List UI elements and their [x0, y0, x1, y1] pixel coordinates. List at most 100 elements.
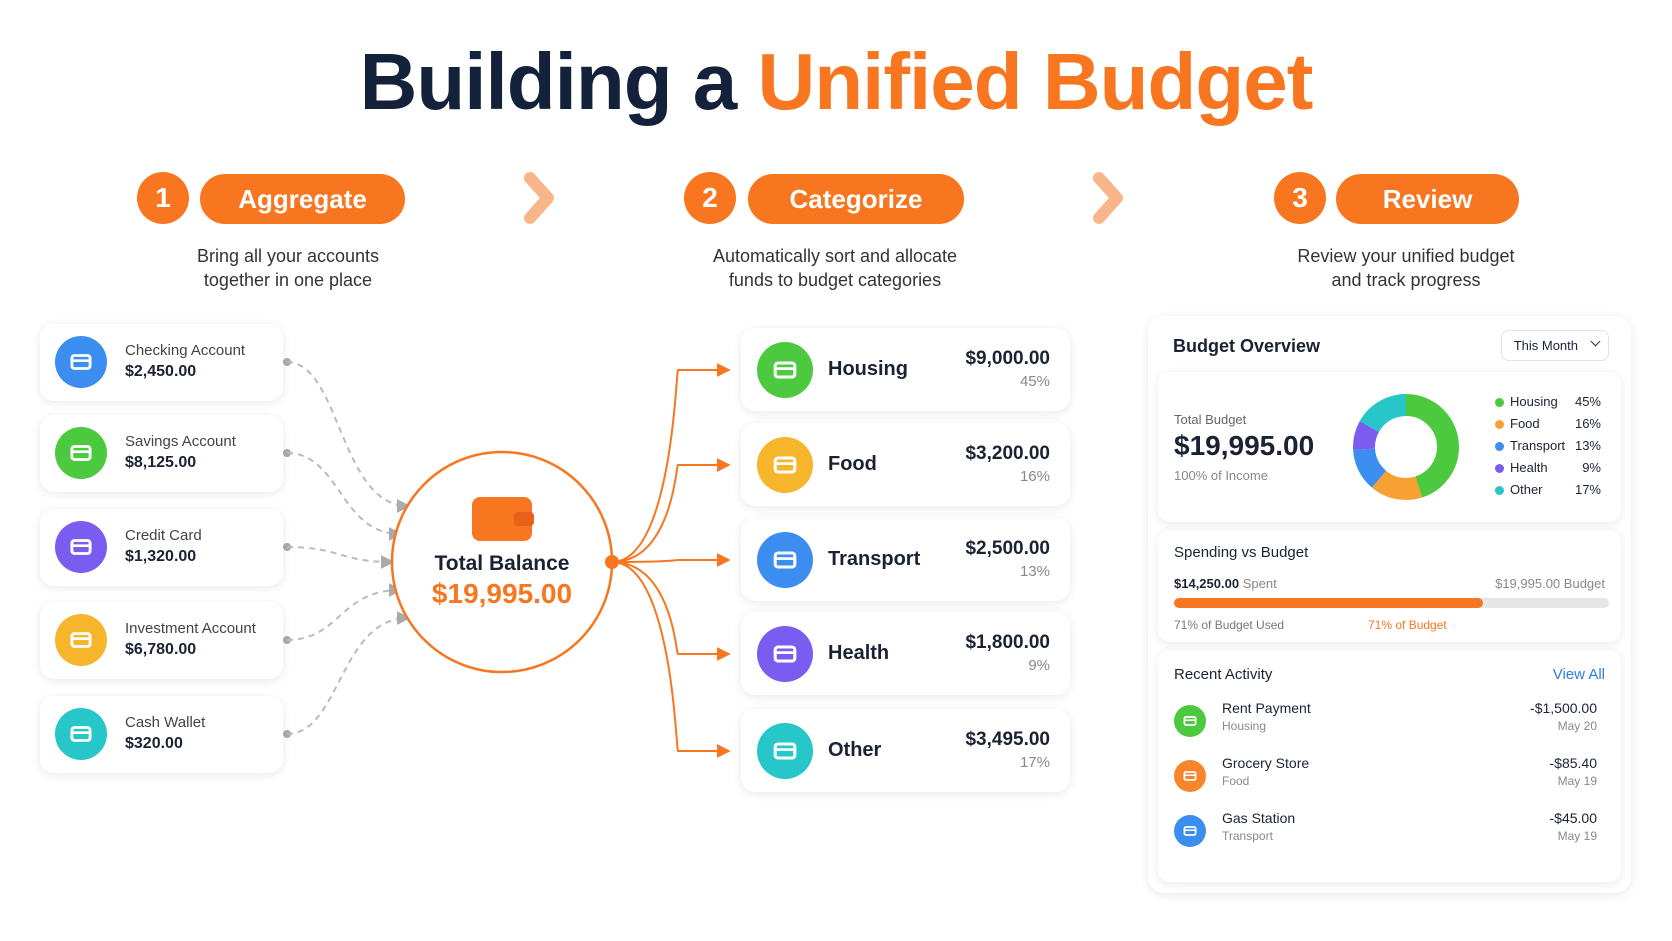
step-number: 2 — [684, 172, 736, 224]
account-name: Checking Account — [125, 342, 246, 359]
activity-icon — [1174, 815, 1206, 847]
progress-track — [1174, 598, 1609, 608]
step-description: Review your unified budget and track pro… — [1297, 246, 1515, 290]
panel-title: Budget Overview — [1173, 336, 1321, 356]
step-number: 1 — [137, 172, 189, 224]
category-amount: $3,200.00 — [965, 443, 1050, 464]
step-description: Bring all your accounts together in one … — [196, 246, 380, 290]
legend-dot — [1495, 420, 1504, 429]
category-name: Transport — [828, 548, 921, 570]
icon-glyph — [70, 726, 92, 742]
activity-card: Recent Activity View All Rent Payment Housi… — [1158, 650, 1621, 882]
category-icon — [757, 342, 813, 398]
summary-card: Total Budget $19,995.00 100% of Income Hous… — [1158, 372, 1621, 522]
connector — [611, 561, 731, 661]
budget-amount: $19,995.00 — [1495, 576, 1561, 591]
category-icon — [757, 437, 813, 493]
account-card: Investment Account $6,780.00 — [40, 602, 283, 679]
legend-percent: 17% — [1574, 482, 1601, 497]
donut — [1353, 394, 1459, 500]
activity-name: Rent Payment — [1222, 700, 1311, 716]
legend-percent: 9% — [1582, 460, 1601, 475]
total-label: Total Balance — [434, 552, 570, 575]
activity-icon — [1174, 760, 1206, 792]
account-card: Savings Account $8,125.00 — [40, 415, 283, 492]
activity-amount: -$45.00 — [1549, 810, 1597, 826]
activity-icon — [1174, 705, 1206, 737]
legend-dot — [1495, 442, 1504, 451]
activity-category: Transport — [1222, 829, 1273, 843]
icon-glyph — [1183, 716, 1197, 726]
icon-glyph — [70, 632, 92, 648]
spent-label: Spent — [1242, 576, 1277, 591]
category-percent: 17% — [1019, 754, 1050, 771]
category-percent: 13% — [1019, 563, 1050, 580]
activity-amount: -$85.40 — [1549, 755, 1597, 771]
period-select[interactable]: This Month — [1500, 330, 1609, 361]
category-icon — [757, 626, 813, 682]
legend-percent: 13% — [1574, 438, 1601, 453]
account-icon — [55, 708, 107, 760]
activity-category: Food — [1222, 774, 1250, 788]
donut-segment — [1353, 394, 1459, 500]
wallet-icon — [472, 497, 532, 541]
view-all-link[interactable]: View All — [1552, 666, 1605, 683]
step-label: Review — [1336, 174, 1519, 224]
chevron — [1093, 172, 1123, 224]
account-card: Checking Account $2,450.00 — [40, 324, 283, 401]
category-name: Food — [828, 453, 877, 475]
account-icon — [55, 521, 107, 573]
legend-dot — [1495, 464, 1504, 473]
account-icon — [55, 614, 107, 666]
marker-label: 71% of Budget — [1368, 618, 1447, 632]
category-card: Transport $2,500.00 13% — [741, 518, 1070, 601]
title-part: Building a — [359, 37, 738, 126]
category-percent: 16% — [1019, 468, 1050, 485]
connector — [286, 583, 403, 641]
activity-date: May 19 — [1557, 829, 1597, 843]
legend-name: Transport — [1510, 438, 1566, 453]
title: Building a Unified Budget — [0, 36, 1672, 128]
icon-glyph — [70, 445, 92, 461]
activity-date: May 20 — [1557, 719, 1597, 733]
connector — [286, 546, 395, 569]
category-card: Housing $9,000.00 45% — [741, 328, 1070, 411]
category-amount: $1,800.00 — [965, 632, 1050, 653]
legend-name: Other — [1510, 482, 1543, 497]
total-budget: $19,995.00 — [1174, 430, 1315, 461]
spent-amount: $14,250.00 — [1174, 576, 1240, 591]
account-amount: $2,450.00 — [125, 363, 197, 380]
category-name: Health — [828, 642, 890, 664]
account-amount: $8,125.00 — [125, 454, 197, 471]
account-card: Cash Wallet $320.00 — [40, 696, 283, 773]
budget-row: $19,995.00 Budget — [1495, 576, 1605, 591]
account-amount: $1,320.00 — [125, 548, 197, 565]
legend-name: Food — [1510, 416, 1540, 431]
icon-glyph — [70, 539, 92, 555]
spent-row: $14,250.00 Spent — [1174, 576, 1277, 591]
step-description: Automatically sort and allocate funds to… — [712, 246, 958, 290]
category-card: Other $3,495.00 17% — [741, 709, 1070, 792]
account-icon — [55, 336, 107, 388]
account-name: Savings Account — [125, 433, 236, 450]
icon-glyph — [773, 742, 797, 760]
budget-label: Budget — [1563, 576, 1605, 591]
activity-category: Housing — [1222, 719, 1267, 733]
category-percent: 9% — [1028, 657, 1050, 674]
icon-glyph — [773, 645, 797, 663]
activity-date: May 19 — [1557, 774, 1597, 788]
category-amount: $9,000.00 — [965, 348, 1050, 369]
account-icon — [55, 427, 107, 479]
category-name: Housing — [828, 358, 908, 380]
category-amount: $2,500.00 — [965, 538, 1050, 559]
progress-fill — [1174, 598, 1483, 608]
account-card: Credit Card $1,320.00 — [40, 509, 283, 586]
account-name: Investment Account — [125, 620, 256, 637]
chevron — [524, 172, 554, 224]
category-card: Health $1,800.00 9% — [741, 612, 1070, 695]
account-name: Credit Card — [125, 527, 202, 544]
budget-panel: Budget Overview This Month Total Budget $19… — [1148, 316, 1631, 893]
title-highlight: Unified Budget — [757, 37, 1314, 126]
wallet-clasp — [514, 512, 534, 526]
icon-glyph — [1183, 826, 1197, 836]
